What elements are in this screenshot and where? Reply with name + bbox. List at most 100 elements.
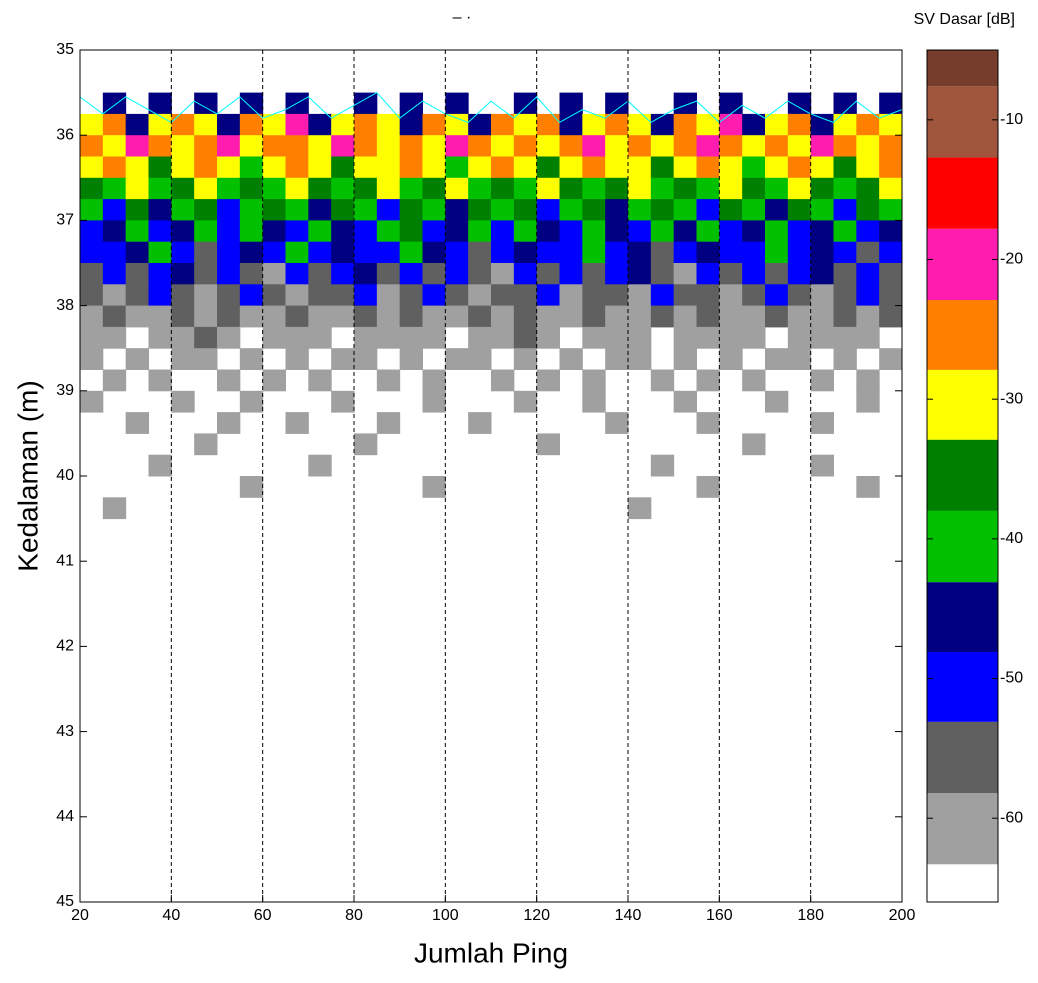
- heatmap-cell: [650, 156, 675, 179]
- heatmap-cell: [468, 326, 492, 349]
- heatmap-cell: [102, 326, 127, 349]
- heatmap-cell: [422, 326, 446, 349]
- heatmap-cell: [856, 241, 880, 264]
- heatmap-cell: [239, 348, 264, 370]
- heatmap-cell: [559, 305, 583, 328]
- colorbar-tick-label: -20: [1000, 251, 1023, 268]
- heatmap-cell: [262, 369, 286, 392]
- heatmap-cell: [628, 326, 652, 349]
- heatmap-cell: [742, 156, 766, 179]
- heatmap-cell: [513, 326, 538, 349]
- heatmap-cell: [650, 113, 675, 136]
- heatmap-cell: [742, 220, 766, 243]
- heatmap-cell: [513, 263, 538, 285]
- heatmap-cell: [719, 135, 743, 157]
- heatmap-cell: [491, 156, 515, 179]
- heatmap-cell: [102, 156, 127, 179]
- heatmap-cell: [491, 305, 515, 328]
- heatmap-cell: [331, 199, 355, 221]
- heatmap-cell: [605, 284, 629, 307]
- y-tick-label: 44: [56, 808, 74, 825]
- colorbar-band: [927, 157, 998, 229]
- heatmap-cell: [719, 326, 743, 349]
- heatmap-cell: [376, 199, 401, 221]
- heatmap-cell: [536, 220, 560, 243]
- heatmap-cell: [696, 113, 720, 136]
- heatmap-cell: [376, 241, 401, 264]
- heatmap-cell: [285, 135, 309, 157]
- heatmap-cell: [102, 497, 127, 520]
- heatmap-cell: [308, 284, 332, 307]
- heatmap-cell: [810, 241, 834, 264]
- heatmap-cell: [879, 135, 903, 157]
- heatmap-cell: [194, 433, 218, 456]
- y-tick-label: 37: [56, 212, 74, 229]
- heatmap-cell: [536, 433, 560, 456]
- heatmap-cell: [810, 135, 834, 157]
- heatmap-cell: [422, 263, 446, 285]
- heatmap-cell: [308, 156, 332, 179]
- heatmap-cell: [582, 135, 606, 157]
- heatmap-cell: [833, 177, 857, 200]
- heatmap-cell: [559, 348, 583, 370]
- heatmap-cell: [696, 326, 720, 349]
- heatmap-cell: [422, 241, 446, 264]
- heatmap-cell: [536, 177, 560, 200]
- heatmap-cell: [331, 390, 355, 413]
- heatmap-cell: [262, 284, 286, 307]
- heatmap-cell: [605, 177, 629, 200]
- heatmap-cell: [650, 135, 675, 157]
- heatmap-cell: [217, 326, 241, 349]
- heatmap-cell: [650, 284, 675, 307]
- heatmap-cell: [810, 369, 834, 392]
- heatmap-cell: [787, 305, 812, 328]
- heatmap-cell: [605, 220, 629, 243]
- heatmap-cell: [696, 412, 720, 434]
- heatmap-cell: [194, 177, 218, 200]
- heatmap-cell: [308, 177, 332, 200]
- heatmap-cell: [80, 390, 104, 413]
- heatmap-cell: [513, 284, 538, 307]
- heatmap-cell: [628, 220, 652, 243]
- heatmap-cell: [80, 220, 104, 243]
- heatmap-cell: [856, 177, 880, 200]
- heatmap-cell: [628, 135, 652, 157]
- heatmap-cell: [125, 177, 149, 200]
- heatmap-cell: [80, 348, 104, 370]
- heatmap-cell: [376, 113, 401, 136]
- heatmap-cell: [331, 241, 355, 264]
- heatmap-cell: [422, 135, 446, 157]
- heatmap-cell: [399, 177, 423, 200]
- heatmap-cell: [582, 305, 606, 328]
- heatmap-cell: [468, 284, 492, 307]
- heatmap-cell: [308, 454, 332, 477]
- heatmap-cell: [194, 113, 218, 136]
- heatmap-cell: [285, 305, 309, 328]
- heatmap-cell: [354, 305, 378, 328]
- heatmap-cell: [399, 135, 423, 157]
- heatmap-cell: [536, 284, 560, 307]
- heatmap-cell: [491, 241, 515, 264]
- heatmap-cell: [399, 156, 423, 179]
- heatmap-cell: [148, 454, 172, 477]
- heatmap-cell: [194, 263, 218, 285]
- y-tick-label: 45: [56, 893, 74, 910]
- heatmap-cell: [536, 326, 560, 349]
- heatmap-cell: [513, 199, 538, 221]
- bottom-line: [79, 91, 903, 124]
- heatmap-cell: [719, 305, 743, 328]
- heatmap-cell: [833, 92, 857, 115]
- heatmap-cell: [285, 412, 309, 434]
- heatmap-cell: [719, 263, 743, 285]
- heatmap-cell: [582, 369, 606, 392]
- heatmap-cell: [628, 156, 652, 179]
- heatmap-cell: [285, 326, 309, 349]
- heatmap-cell: [765, 177, 789, 200]
- heatmap-cell: [308, 326, 332, 349]
- heatmap-cell: [650, 220, 675, 243]
- heatmap-cell: [376, 305, 401, 328]
- heatmap-cell: [125, 113, 149, 136]
- heatmap-cell: [879, 92, 903, 115]
- heatmap-cell: [742, 284, 766, 307]
- heatmap-cell: [559, 113, 583, 136]
